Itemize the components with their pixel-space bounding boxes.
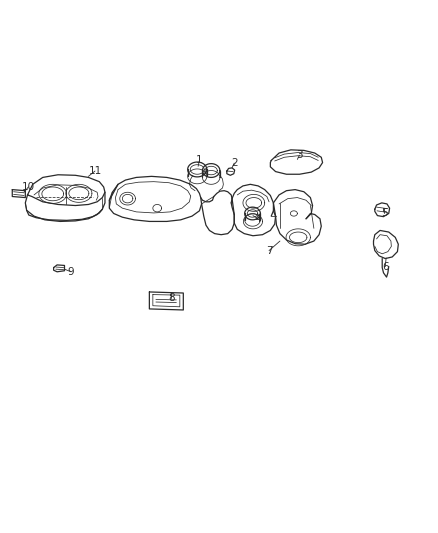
Text: 4: 4: [255, 214, 261, 224]
Text: 10: 10: [22, 182, 35, 192]
Text: 1: 1: [196, 156, 203, 165]
Text: 3: 3: [296, 150, 303, 160]
Text: 11: 11: [88, 166, 102, 176]
Text: 6: 6: [382, 262, 389, 271]
Text: 2: 2: [231, 158, 237, 168]
Text: 7: 7: [266, 246, 272, 256]
Text: 9: 9: [68, 267, 74, 277]
Text: 8: 8: [168, 293, 174, 303]
Text: 5: 5: [381, 208, 388, 219]
